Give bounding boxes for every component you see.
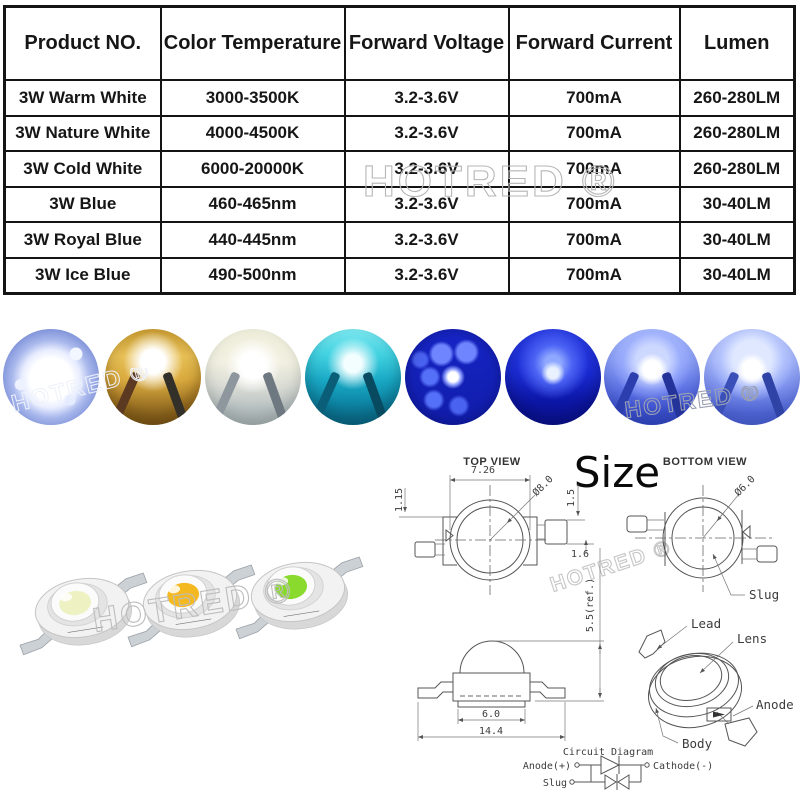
spec-cell: 3.2-3.6V (343, 150, 510, 188)
column-header: Forward Current (507, 5, 681, 81)
circuit-title: Circuit Diagram (563, 747, 653, 758)
dim-height-ref: 5.5(ref.) (585, 578, 596, 632)
table-row: 3W Warm White 3000-3500K 3.2-3.6V 700mA 260-… (3, 79, 796, 117)
size-title: Size (574, 448, 660, 497)
tweezer-silhouette (362, 371, 391, 425)
lens-highlight (276, 577, 289, 586)
tweezer-silhouette (262, 371, 291, 425)
bottom-view-label: BOTTOM VIEW (663, 456, 747, 468)
led-photo-nature-white (205, 329, 301, 425)
perspective-drawing: Lead Lens Anode Body (638, 616, 794, 751)
circuit-anode-label: Anode(+) (523, 761, 571, 772)
circuit-diagram: Circuit Diagram Anode(+) Cathode(-) Slug (523, 747, 713, 790)
led-photo-ice-blue-glow (704, 329, 800, 425)
body-seam (67, 626, 104, 633)
column-header: Color Temperature (159, 5, 346, 81)
tweezer-silhouette (308, 371, 341, 425)
dim-lead-step: 1.6 (571, 549, 589, 560)
spec-cell: 3.2-3.6V (343, 256, 510, 295)
led-photo-royal-blue (505, 329, 601, 425)
table-row: 3W Royal Blue 440-445nm 3.2-3.6V 700mA 30-40… (3, 221, 796, 259)
spec-cell: 4000-4500K (159, 114, 346, 152)
label-lens: Lens (737, 631, 767, 646)
column-header: Lumen (678, 5, 796, 81)
side-view-drawing: 6.0 14.4 5.5(ref.) (417, 548, 604, 741)
spec-cell: 3.2-3.6V (343, 79, 510, 117)
tweezer-silhouette (707, 371, 740, 425)
spec-cell: 260-280LM (678, 79, 796, 117)
spec-cell: 30-40LM (678, 221, 796, 259)
column-header: Forward Voltage (343, 5, 510, 81)
watermark-text: HOTRED ® (547, 536, 674, 597)
dim-total-width: 14.4 (479, 726, 503, 737)
spec-cell: 700mA (507, 79, 681, 117)
table-row: 3W Ice Blue 490-500nm 3.2-3.6V 700mA 30-40LM (3, 256, 796, 295)
spec-cell: 3.2-3.6V (343, 114, 510, 152)
tweezer-silhouette (661, 371, 690, 425)
table-row: 3W Blue 460-465nm 3.2-3.6V 700mA 30-40LM (3, 185, 796, 223)
label-lead: Lead (691, 616, 721, 631)
spec-cell: 3.2-3.6V (343, 185, 510, 223)
table-row: 3W Nature White 4000-4500K 3.2-3.6V 700mA 26… (3, 114, 796, 152)
dim-lens-diameter: Ø8.0 (530, 473, 556, 499)
body-seam (175, 618, 212, 625)
spec-cell: 700mA (507, 114, 681, 152)
label-slug: Slug (749, 587, 779, 602)
spec-cell: 3W Warm White (3, 79, 162, 117)
emitter-photo-yellow (127, 564, 256, 648)
led-photo-cyan-ice (305, 329, 401, 425)
table-row: 3W Cold White 6000-20000K 3.2-3.6V 700mA 260… (3, 150, 796, 188)
tweezer-silhouette (607, 371, 640, 425)
tweezer-silhouette (108, 371, 141, 425)
spec-cell: 3W Blue (3, 185, 162, 223)
tweezer-silhouette (761, 371, 790, 425)
spec-cell: 460-465nm (159, 185, 346, 223)
spec-cell: 260-280LM (678, 114, 796, 152)
spec-cell: 490-500nm (159, 256, 346, 295)
dim-slug-diameter: Ø6.0 (732, 473, 758, 499)
spec-cell: 700mA (507, 150, 681, 188)
tweezer-silhouette (162, 371, 191, 425)
circuit-slug-label: Slug (543, 778, 567, 789)
dim-base-width: 6.0 (482, 709, 500, 720)
spec-cell: 3W Nature White (3, 114, 162, 152)
led-photo-warm-white (105, 329, 201, 425)
spec-cell: 3000-3500K (159, 79, 346, 117)
spec-cell: 260-280LM (678, 150, 796, 188)
circuit-cathode-label: Cathode(-) (653, 761, 713, 772)
emitter-photo-green (235, 556, 364, 640)
tweezer-silhouette (208, 371, 241, 425)
led-photo-cold-white-star-pcb (3, 329, 99, 425)
spec-cell: 30-40LM (678, 185, 796, 223)
column-header: Product NO. (3, 5, 162, 81)
label-anode: Anode (756, 697, 794, 712)
spec-cell: 700mA (507, 185, 681, 223)
dim-lead-thickness: 1.5 (566, 489, 577, 507)
led-photo-blue-glow (604, 329, 700, 425)
spec-cell: 3.2-3.6V (343, 221, 510, 259)
spec-table: Product NO. Color Temperature Forward Volt… (3, 5, 796, 295)
label-body: Body (682, 736, 713, 751)
header-row: Product NO. Color Temperature Forward Volt… (3, 5, 796, 81)
spec-cell: 30-40LM (678, 256, 796, 295)
led-photo-blue-chip-array (405, 329, 501, 425)
spec-cell: 700mA (507, 221, 681, 259)
spec-cell: 3W Cold White (3, 150, 162, 188)
dim-edge-offset: 1.15 (395, 488, 405, 512)
spec-cell: 3W Ice Blue (3, 256, 162, 295)
spec-cell: 6000-20000K (159, 150, 346, 188)
spec-cell: 700mA (507, 256, 681, 295)
emitter-photo-white (19, 572, 148, 656)
lens-highlight (60, 593, 73, 602)
dimension-drawing: TOP VIEW Size BOTTOM VIEW HOTRED ® 7.26 (395, 448, 794, 790)
lens-highlight (168, 585, 181, 594)
top-view-label: TOP VIEW (463, 456, 521, 468)
body-seam (283, 610, 320, 617)
led-emitter-photos: HOTRED ® (19, 556, 364, 656)
dim-body-width: 7.26 (471, 465, 495, 476)
spec-cell: 3W Royal Blue (3, 221, 162, 259)
spec-cell: 440-445nm (159, 221, 346, 259)
